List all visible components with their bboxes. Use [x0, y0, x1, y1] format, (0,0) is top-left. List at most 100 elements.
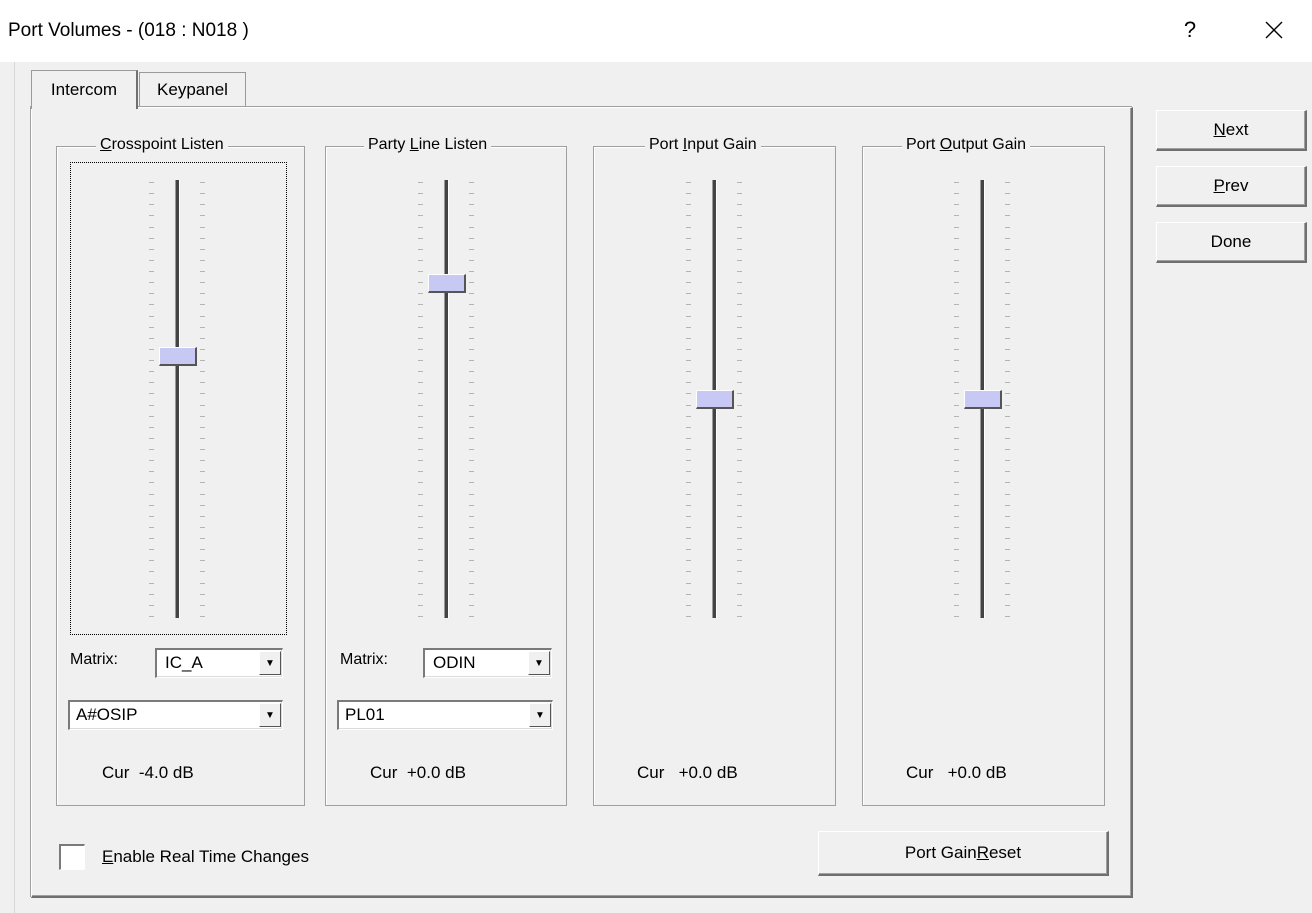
chevron-down-icon[interactable]: ▼ [259, 703, 281, 727]
slider-tick [149, 505, 154, 506]
slider-tick [469, 215, 474, 216]
slider-tick [418, 549, 423, 550]
slider-tick [686, 482, 691, 483]
crosspoint-listen-slider[interactable] [140, 176, 216, 622]
slider-tick [200, 304, 205, 305]
slider-tick [418, 316, 423, 317]
slider-tick [149, 371, 154, 372]
slider-tick [737, 304, 742, 305]
slider-tick [149, 338, 154, 339]
slider-tick [200, 583, 205, 584]
enable-real-time-changes-label[interactable]: Enable Real Time Changes [102, 847, 309, 866]
chevron-down-icon[interactable]: ▼ [528, 651, 550, 675]
slider-tick [149, 282, 154, 283]
slider-tick [149, 382, 154, 383]
party-line-matrix-select[interactable]: ODIN ▼ [423, 648, 552, 678]
slider-tick [469, 338, 474, 339]
slider-tick [737, 449, 742, 450]
slider-tick [149, 227, 154, 228]
slider-tick [954, 516, 959, 517]
slider-tick [737, 471, 742, 472]
slider-tick [686, 193, 691, 194]
party-line-current-readout: Cur +0.0 dB [370, 763, 466, 782]
port-output-gain-slider[interactable] [945, 176, 1021, 622]
slider-tick [200, 360, 205, 361]
slider-thumb[interactable] [964, 390, 1002, 409]
slider-tick [418, 605, 423, 606]
slider-tick [418, 538, 423, 539]
slider-tick [200, 449, 205, 450]
slider-tick [954, 527, 959, 528]
slider-tick [418, 327, 423, 328]
slider-tick [1005, 416, 1010, 417]
slider-thumb[interactable] [428, 274, 466, 293]
slider-tick [149, 182, 154, 183]
slider-tick [469, 516, 474, 517]
slider-tick [1005, 594, 1010, 595]
slider-tick [418, 304, 423, 305]
slider-tick [954, 360, 959, 361]
done-button[interactable]: Done [1156, 222, 1307, 263]
slider-tick [1005, 215, 1010, 216]
slider-thumb[interactable] [159, 347, 197, 366]
slider-tick [200, 416, 205, 417]
party-line-source-select[interactable]: PL01 ▼ [337, 700, 553, 730]
slider-tick [149, 549, 154, 550]
slider-tick [1005, 538, 1010, 539]
slider-tick [954, 249, 959, 250]
slider-tick [686, 215, 691, 216]
port-input-gain-slider[interactable] [677, 176, 753, 622]
slider-tick [737, 482, 742, 483]
slider-tick [737, 427, 742, 428]
slider-tick [418, 494, 423, 495]
slider-tick [737, 460, 742, 461]
slider-tick [686, 271, 691, 272]
slider-tick [686, 204, 691, 205]
slider-tick [1005, 505, 1010, 506]
slider-tick [954, 571, 959, 572]
slider-tick [149, 538, 154, 539]
slider-tick [418, 182, 423, 183]
slider-tick [737, 271, 742, 272]
enable-real-time-changes-checkbox[interactable] [59, 844, 85, 870]
crosspoint-source-select[interactable]: A#OSIP ▼ [68, 700, 283, 730]
slider-thumb[interactable] [696, 390, 734, 409]
slider-tick [469, 393, 474, 394]
party-line-current-value: +0.0 dB [406, 763, 466, 782]
slider-tick [686, 605, 691, 606]
tab-intercom[interactable]: Intercom [31, 70, 138, 109]
slider-tick [686, 327, 691, 328]
chevron-down-icon[interactable]: ▼ [529, 703, 551, 727]
slider-tick [1005, 471, 1010, 472]
slider-tick [1005, 405, 1010, 406]
slider-tick [737, 249, 742, 250]
slider-tick [737, 538, 742, 539]
slider-tick [686, 393, 691, 394]
crosspoint-current-readout: Cur -4.0 dB [102, 763, 194, 782]
slider-tick [469, 360, 474, 361]
slider-tick [1005, 427, 1010, 428]
tab-keypanel[interactable]: Keypanel [139, 72, 246, 107]
slider-tick [1005, 316, 1010, 317]
slider-tick [686, 549, 691, 550]
slider-tick [200, 571, 205, 572]
slider-tick [149, 327, 154, 328]
chevron-down-icon[interactable]: ▼ [259, 651, 281, 675]
party-line-listen-slider[interactable] [409, 176, 485, 622]
slider-tick [686, 238, 691, 239]
slider-tick [418, 293, 423, 294]
slider-tick [469, 204, 474, 205]
slider-tick [149, 215, 154, 216]
slider-tick [149, 494, 154, 495]
help-button[interactable]: ? [1170, 10, 1210, 50]
slider-tick [737, 260, 742, 261]
slider-tick [469, 494, 474, 495]
slider-tick [686, 227, 691, 228]
slider-tick [418, 616, 423, 617]
slider-tick [686, 471, 691, 472]
close-button[interactable] [1254, 10, 1294, 50]
crosspoint-matrix-select[interactable]: IC_A ▼ [155, 648, 283, 678]
